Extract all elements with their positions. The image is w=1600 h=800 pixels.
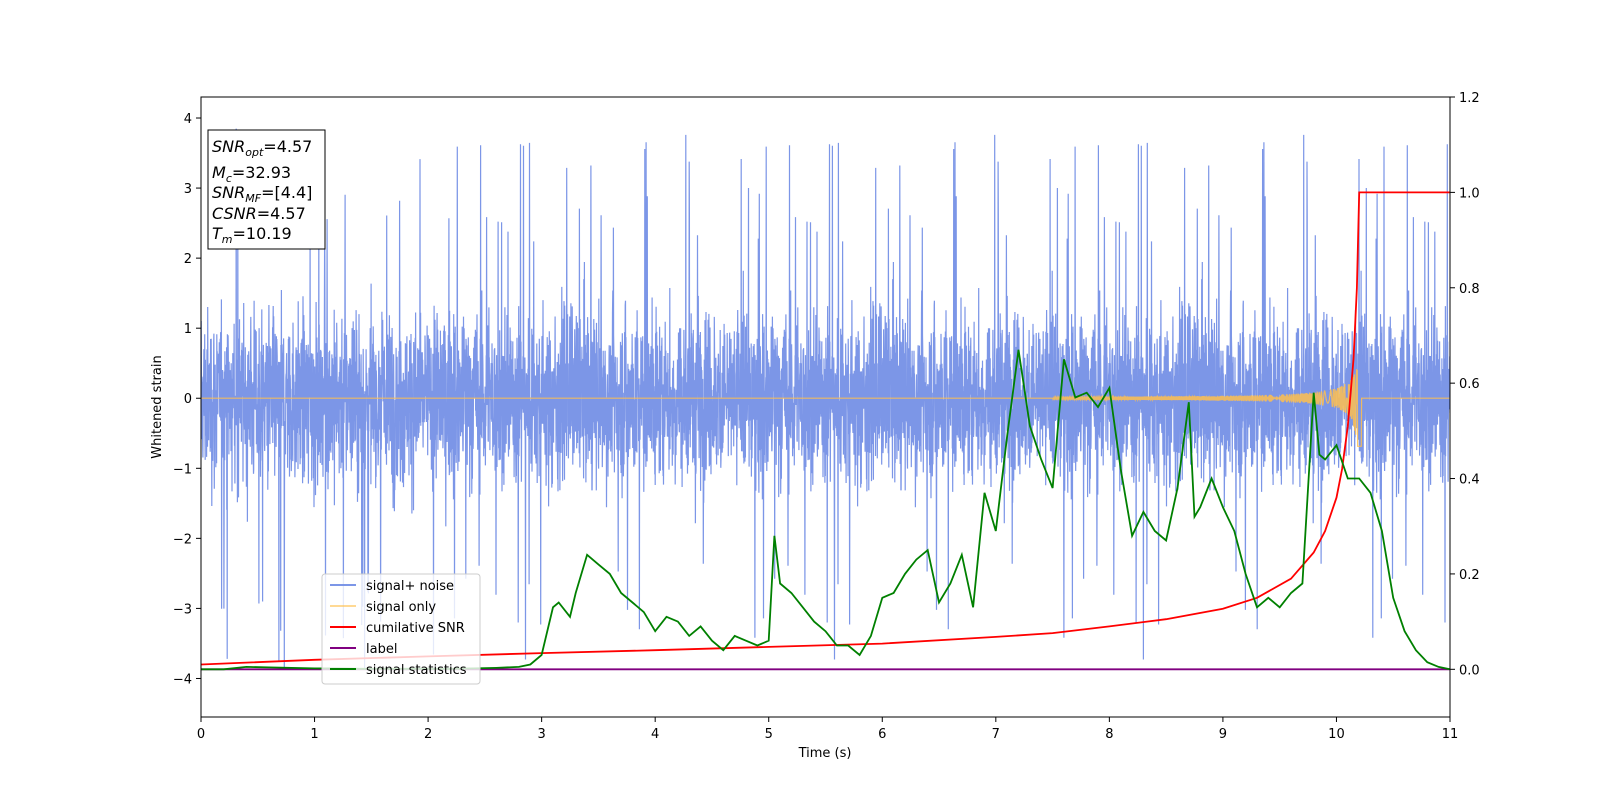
y-left-tick-label: 2: [184, 252, 192, 267]
legend-label: signal+ noise: [366, 579, 454, 594]
plot-frame: [200, 96, 1451, 718]
x-tick-label: 3: [537, 727, 545, 742]
legend-label: label: [366, 642, 397, 657]
y-left-tick-label: 3: [184, 182, 192, 197]
x-tick-label: 4: [651, 727, 659, 742]
y-right-tick-label: 0.6: [1459, 377, 1480, 392]
y-left-tick-label: 0: [184, 392, 192, 407]
y-left-tick-label: −4: [173, 672, 192, 687]
x-axis: 0 1 2 3 4 5 6 7 8 9 10 11: [197, 717, 1458, 742]
y-left-tick-label: 4: [184, 112, 192, 127]
x-tick-label: 7: [992, 727, 1000, 742]
info-box-text: SNRopt=4.57 Mc=32.93 SNRMF=[4.4] CSNR=4.57 T…: [212, 137, 312, 246]
cumilative-snr-line: [201, 191, 1450, 666]
x-tick-label: 2: [424, 727, 432, 742]
legend: signal+ noise signal only cumilative SNR la…: [321, 573, 481, 685]
x-tick-label: 0: [197, 727, 205, 742]
y-left-tick-label: −2: [173, 532, 192, 547]
y-left-tick-label: −3: [173, 602, 192, 617]
x-tick-label: 9: [1219, 727, 1227, 742]
legend-label: signal statistics: [366, 663, 467, 678]
legend-label: signal only: [366, 600, 436, 615]
x-tick-label: 10: [1328, 727, 1345, 742]
y-right-tick-label: 0.2: [1459, 568, 1480, 583]
x-tick-label: 5: [765, 727, 773, 742]
y-right-tick-label: 1.0: [1459, 186, 1480, 201]
y-axis-left: −4 −3 −2 −1 0 1 2 3 4: [173, 112, 201, 687]
y-right-tick-label: 0.4: [1459, 473, 1480, 488]
y-left-tick-label: −1: [173, 462, 192, 477]
x-axis-title: Time (s): [798, 746, 852, 761]
signal-only-line: [201, 369, 1450, 447]
y-axis-right: 0.0 0.2 0.4 0.6 0.8 1.0 1.2: [1450, 91, 1480, 678]
x-tick-label: 6: [878, 727, 886, 742]
signal-only-series: [201, 369, 1450, 447]
y-right-tick-label: 1.2: [1459, 91, 1480, 106]
x-tick-label: 1: [310, 727, 318, 742]
x-tick-label: 11: [1442, 727, 1459, 742]
signal-noise-series: [201, 128, 1450, 670]
x-tick-label: 8: [1105, 727, 1113, 742]
signal-noise-line: [201, 128, 1450, 670]
legend-label: cumilative SNR: [366, 621, 465, 636]
y-left-tick-label: 1: [184, 322, 192, 337]
signal-statistics-line: [201, 349, 1450, 671]
info-box: SNRopt=4.57 Mc=32.93 SNRMF=[4.4] CSNR=4.57 T…: [207, 129, 326, 250]
y-right-tick-label: 0.8: [1459, 282, 1480, 297]
y-right-tick-label: 0.0: [1459, 663, 1480, 678]
y-axis-title: Whitened strain: [150, 355, 165, 458]
